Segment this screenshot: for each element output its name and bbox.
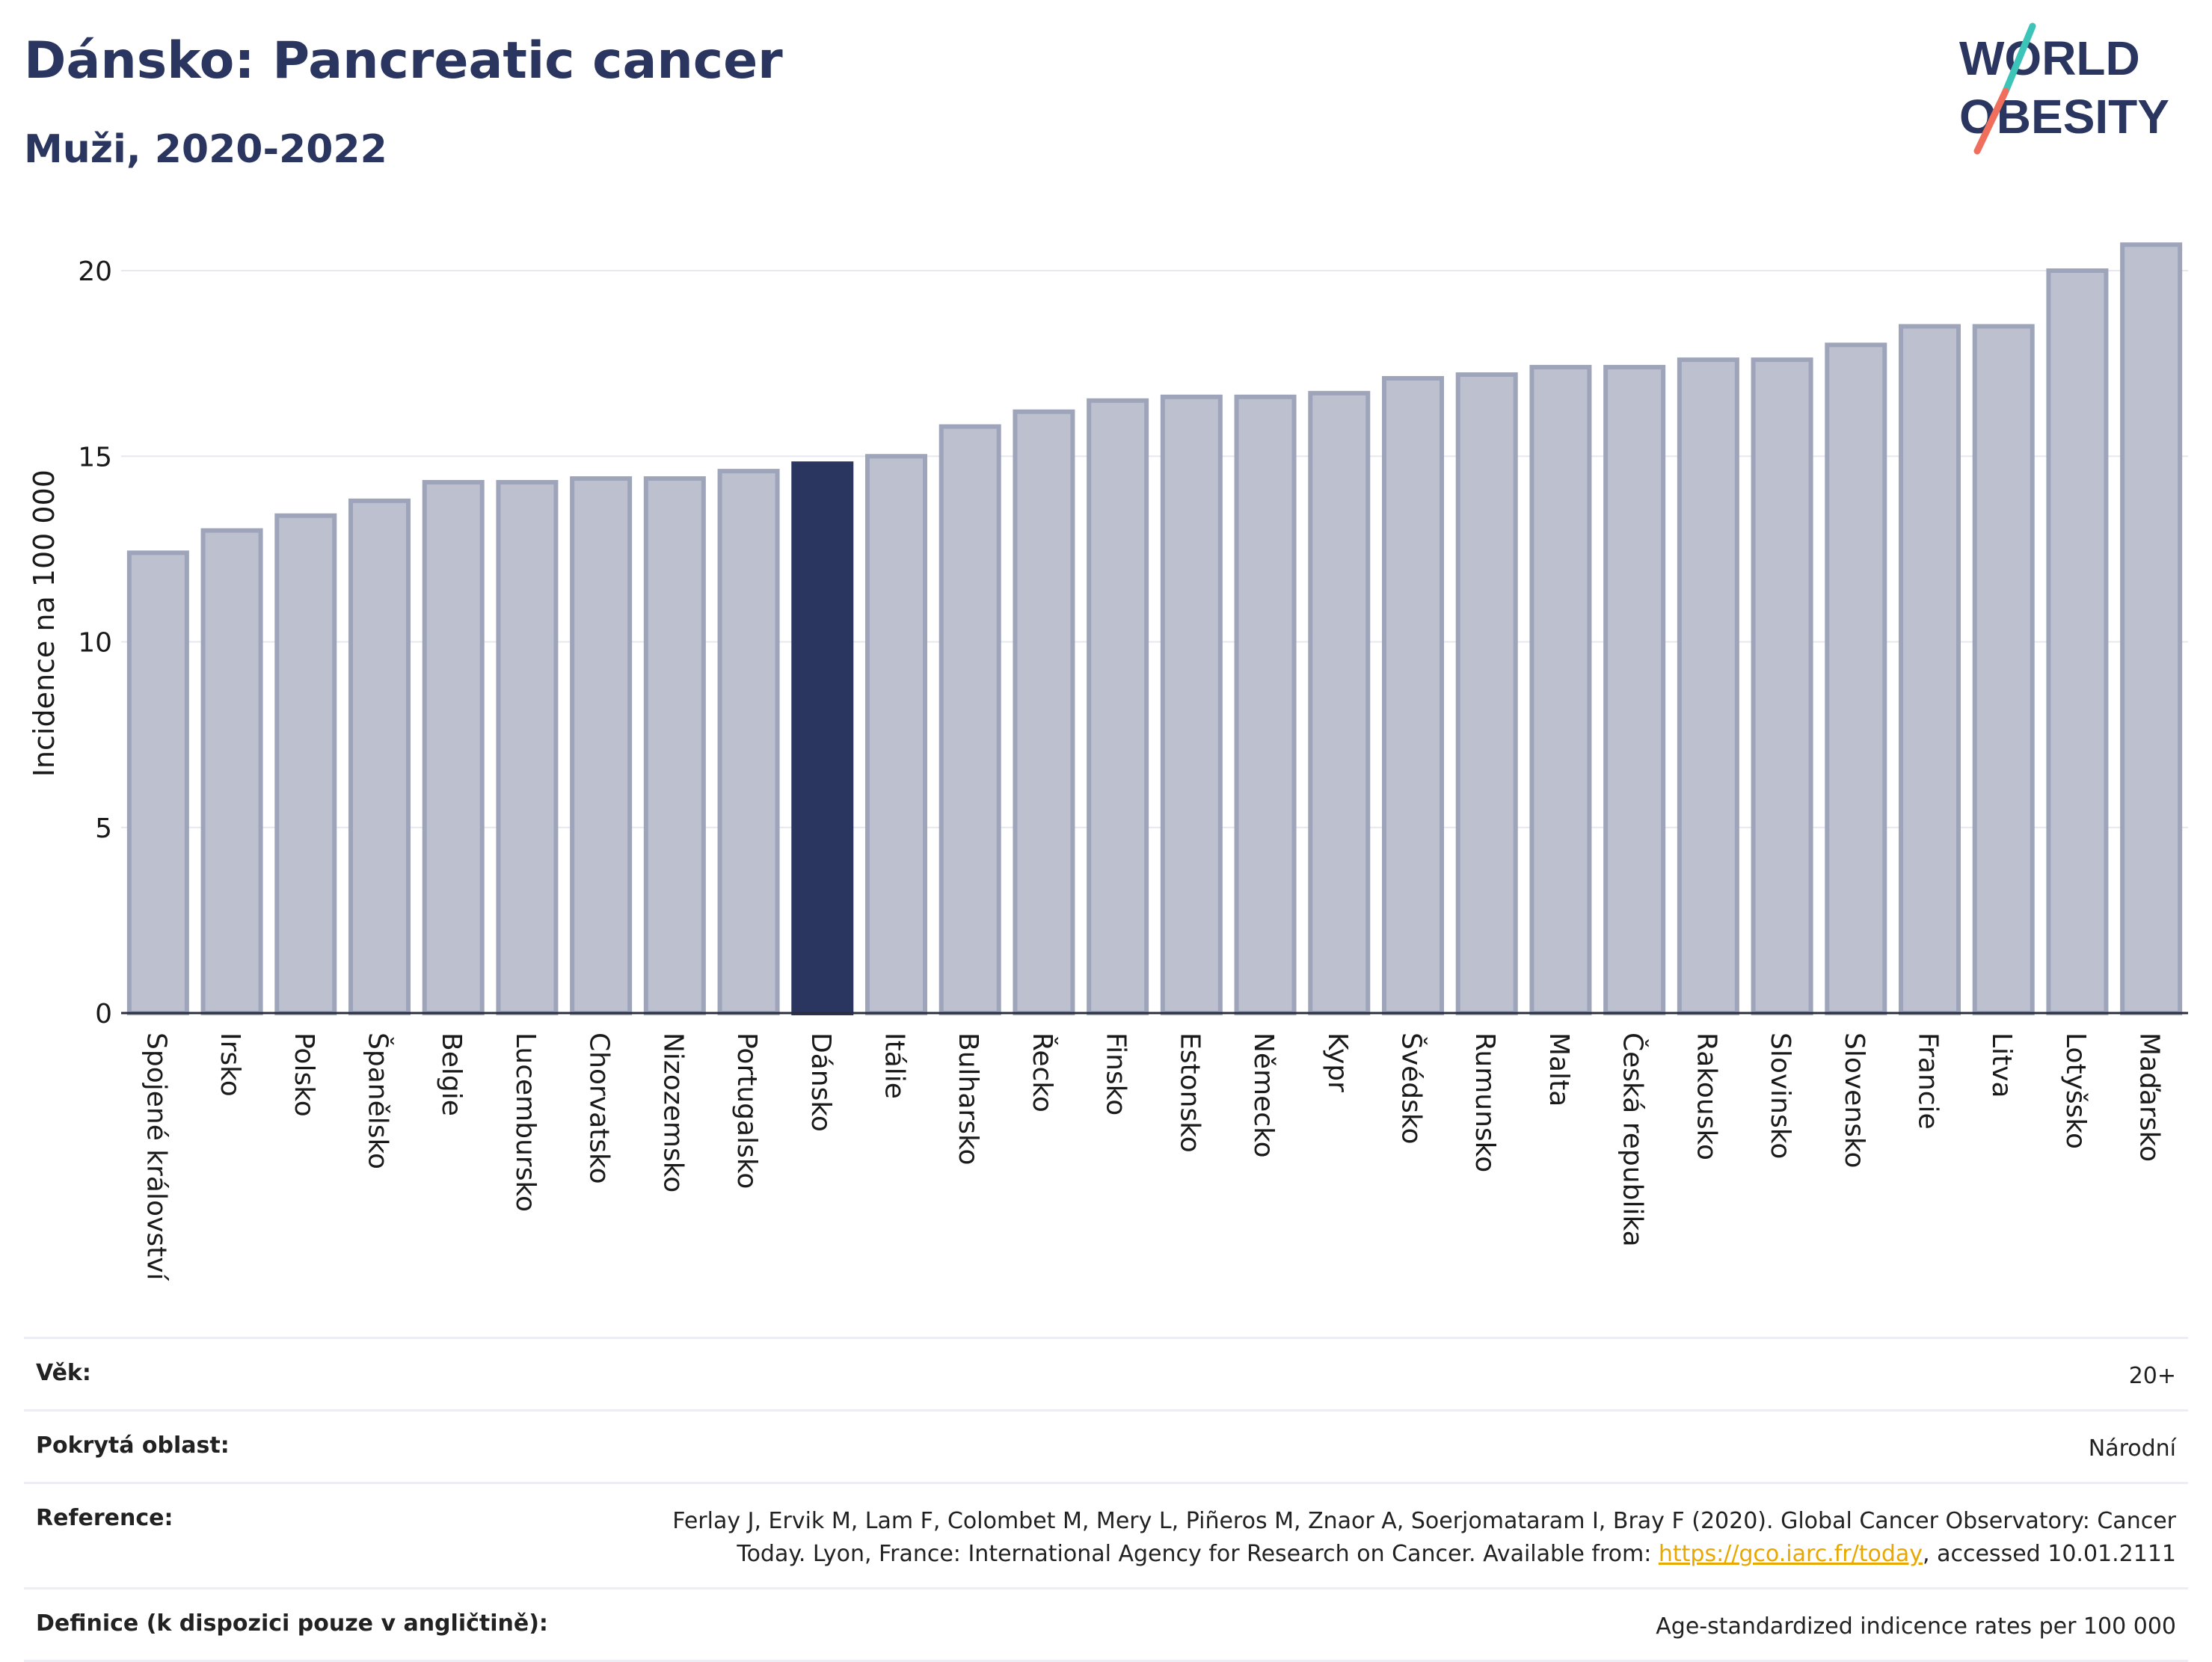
logo-accent-teal bbox=[2002, 22, 2036, 95]
x-tick-label: Švédsko bbox=[1396, 1032, 1428, 1145]
info-table: Věk: 20+ Pokrytá oblast: Národní Referen… bbox=[24, 1337, 2188, 1662]
x-tick-label: Rumunsko bbox=[1469, 1032, 1500, 1172]
bar bbox=[422, 480, 485, 1015]
bar bbox=[2046, 268, 2109, 1015]
x-tick-label: Španělsko bbox=[363, 1032, 394, 1169]
info-row-age: Věk: 20+ bbox=[24, 1337, 2188, 1409]
x-tick-label: Malta bbox=[1543, 1032, 1574, 1107]
bar bbox=[1382, 375, 1444, 1015]
logo-accent-coral bbox=[1973, 87, 2009, 155]
x-tick-label: Chorvatsko bbox=[584, 1032, 615, 1184]
bar bbox=[1013, 409, 1075, 1015]
x-tick-label: Německo bbox=[1248, 1032, 1279, 1158]
bar bbox=[643, 476, 706, 1015]
x-tick-label: Portugalsko bbox=[731, 1032, 762, 1189]
definition-label: Definice (k dispozici pouze v angličtině… bbox=[36, 1610, 548, 1637]
logo-line1: WORLD bbox=[1959, 31, 2140, 85]
bar bbox=[1972, 324, 2035, 1016]
bar bbox=[865, 454, 927, 1015]
age-value: 20+ bbox=[2128, 1363, 2176, 1389]
x-tick-label: Česká republika bbox=[1617, 1032, 1649, 1247]
bar bbox=[200, 528, 263, 1015]
x-tick-label: Slovensko bbox=[1839, 1032, 1870, 1169]
info-row-reference: Reference: Ferlay J, Ervik M, Lam F, Col… bbox=[24, 1482, 2188, 1587]
reference-link[interactable]: https://gco.iarc.fr/today bbox=[1658, 1541, 1923, 1567]
bar bbox=[274, 513, 337, 1015]
definition-value: Age-standardized indicence rates per 100… bbox=[1656, 1613, 2176, 1640]
chart-subtitle: Muži, 2020-2022 bbox=[24, 127, 387, 172]
area-value: Národní bbox=[2088, 1435, 2176, 1462]
x-tick-label: Maďarsko bbox=[2134, 1032, 2165, 1162]
bar bbox=[938, 424, 1001, 1015]
bar bbox=[2120, 242, 2183, 1015]
bar bbox=[348, 498, 411, 1015]
reference-line1: Ferlay J, Ervik M, Lam F, Colombet M, Me… bbox=[672, 1508, 2176, 1534]
x-tick-label: Francie bbox=[1913, 1032, 1944, 1130]
chart-title: Dánsko: Pancreatic cancer bbox=[24, 31, 783, 90]
x-tick-label: Lucembursko bbox=[510, 1032, 541, 1212]
x-tick-label: Nizozemsko bbox=[657, 1032, 688, 1192]
reference-line2-post: , accessed 10.01.2111 bbox=[1923, 1541, 2176, 1567]
bar bbox=[1455, 372, 1518, 1015]
bars bbox=[126, 242, 2183, 1016]
x-tick-label: Finsko bbox=[1101, 1032, 1131, 1115]
y-tick-labels: 0 5 10 15 20 bbox=[78, 256, 112, 1029]
bar bbox=[1087, 398, 1149, 1015]
reference-label: Reference: bbox=[36, 1505, 173, 1531]
bar bbox=[1751, 357, 1813, 1016]
bar bbox=[1677, 357, 1739, 1016]
x-tick-label: Itálie bbox=[879, 1032, 910, 1099]
reference-line2-pre: Today. Lyon, France: International Agenc… bbox=[737, 1541, 1659, 1567]
bar bbox=[1603, 365, 1666, 1015]
x-tick-label: Estonsko bbox=[1174, 1032, 1205, 1153]
info-row-area: Pokrytá oblast: Národní bbox=[24, 1409, 2188, 1482]
x-tick-label: Rakousko bbox=[1691, 1032, 1721, 1160]
bar-highlight bbox=[791, 461, 854, 1015]
y-tick-label: 15 bbox=[78, 442, 112, 473]
x-tick-label: Polsko bbox=[289, 1032, 319, 1117]
bar bbox=[126, 550, 189, 1015]
bar bbox=[570, 476, 633, 1015]
age-label: Věk: bbox=[36, 1360, 91, 1386]
reference-value: Ferlay J, Ervik M, Lam F, Colombet M, Me… bbox=[672, 1505, 2176, 1571]
bar bbox=[1825, 342, 1887, 1015]
info-row-definition: Definice (k dispozici pouze v angličtině… bbox=[24, 1587, 2188, 1662]
y-axis-label: Incidence na 100 000 bbox=[28, 470, 61, 777]
y-tick-label: 0 bbox=[95, 999, 112, 1029]
bar bbox=[1529, 365, 1592, 1015]
y-tick-label: 20 bbox=[78, 256, 112, 287]
world-obesity-logo: WORLD OBESITY bbox=[1959, 22, 2169, 155]
x-tick-label: Bulharsko bbox=[953, 1032, 983, 1166]
x-tick-label: Kypr bbox=[1322, 1032, 1353, 1092]
y-tick-label: 5 bbox=[95, 813, 112, 844]
bar bbox=[496, 480, 559, 1015]
bar bbox=[1234, 394, 1297, 1015]
bar bbox=[1160, 394, 1223, 1015]
x-tick-label: Spojené království bbox=[141, 1032, 171, 1281]
x-tick-label: Lotyšsko bbox=[2060, 1032, 2091, 1149]
bar bbox=[1308, 390, 1371, 1015]
bar bbox=[1899, 324, 1961, 1016]
x-tick-label: Litva bbox=[1986, 1032, 2017, 1098]
x-tick-label: Irsko bbox=[215, 1032, 245, 1097]
x-tick-label: Slovinsko bbox=[1765, 1032, 1795, 1159]
x-tick-labels: Spojené království Irsko Polsko Španělsko Be… bbox=[141, 1032, 2164, 1281]
x-tick-label: Belgie bbox=[436, 1032, 467, 1116]
area-label: Pokrytá oblast: bbox=[36, 1432, 230, 1459]
x-tick-label: Řecko bbox=[1027, 1032, 1058, 1112]
y-tick-label: 10 bbox=[78, 628, 112, 659]
bar-chart: 0 5 10 15 20 Spojené království Irsko Polsko Šp… bbox=[28, 242, 2188, 1281]
x-tick-label: Dánsko bbox=[805, 1032, 836, 1132]
bar bbox=[717, 469, 780, 1015]
